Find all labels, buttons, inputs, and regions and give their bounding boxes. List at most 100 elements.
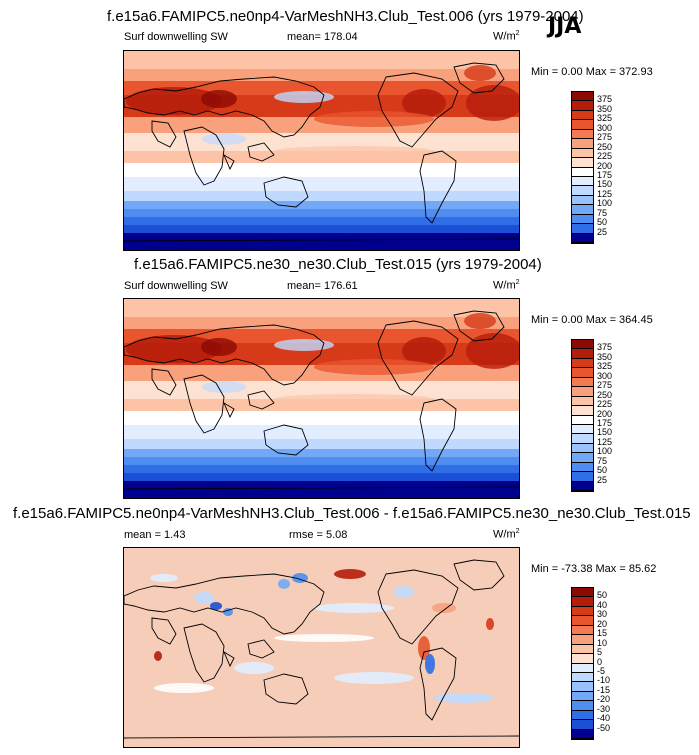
colorbar-1-tick-label: 225	[597, 151, 613, 162]
colorbar-1-tick-label: 375	[597, 94, 613, 105]
panel-3-units: W/m2	[493, 528, 520, 541]
colorbar-1-swatch	[572, 205, 593, 215]
panel-1-minmax: Min = 0.00 Max = 372.93	[531, 66, 653, 78]
colorbar-1-swatch	[572, 120, 593, 130]
colorbar-3-tick-label: 10	[597, 637, 608, 648]
colorbar-3-tick-label: 40	[597, 599, 608, 610]
colorbar-3-swatch	[572, 672, 593, 683]
panel-2-map-svg	[124, 299, 519, 498]
colorbar-2-tick-label: 75	[597, 455, 608, 466]
colorbar-3-swatch	[572, 663, 593, 673]
panel-1-units: W/m2	[493, 30, 520, 43]
colorbar-2-tick-label: 100	[597, 446, 613, 457]
colorbar-1-swatch	[572, 186, 593, 196]
colorbar-3-swatch	[572, 729, 593, 739]
colorbar-3-tick-label: -10	[597, 675, 611, 686]
panel-2-map	[123, 298, 520, 499]
colorbar-1-tick-label: 175	[597, 169, 613, 180]
colorbar-2-swatch	[572, 434, 593, 444]
panel-3-rmse: rmse = 5.08	[289, 529, 348, 541]
colorbar-1-tick-label: 275	[597, 132, 613, 143]
panel-3-title: f.e15a6.FAMIPC5.ne0np4-VarMeshNH3.Club_T…	[13, 505, 691, 522]
colorbar-2-swatch	[572, 340, 593, 350]
panel-2-units: W/m2	[493, 279, 520, 292]
colorbar-1-tick-label: 25	[597, 226, 608, 237]
panel-1-map-svg	[124, 51, 519, 250]
colorbar-2-swatch	[572, 406, 593, 416]
colorbar-3-swatch	[572, 597, 593, 607]
panel-3-colorbar	[571, 587, 594, 740]
colorbar-3-swatch	[572, 644, 593, 655]
colorbar-2-tick-label: 175	[597, 417, 613, 428]
colorbar-3-tick-label: -30	[597, 703, 611, 714]
colorbar-2-swatch	[572, 424, 593, 435]
colorbar-3-swatch	[572, 654, 593, 664]
colorbar-1-tick-label: 150	[597, 179, 613, 190]
colorbar-3-swatch	[572, 616, 593, 626]
colorbar-1-swatch	[572, 110, 593, 121]
panel-3-minmax: Min = -73.38 Max = 85.62	[531, 563, 657, 575]
colorbar-1-swatch	[572, 148, 593, 159]
colorbar-2-swatch	[572, 481, 593, 491]
colorbar-1-swatch	[572, 214, 593, 225]
colorbar-3-swatch	[572, 720, 593, 730]
colorbar-2-tick-label: 50	[597, 465, 608, 476]
colorbar-3-tick-label: 20	[597, 618, 608, 629]
panel-2-variable-label: Surf downwelling SW	[124, 280, 228, 292]
season-label: JJA	[548, 14, 582, 39]
colorbar-3-tick-label: 50	[597, 590, 608, 601]
colorbar-2-swatch	[572, 358, 593, 369]
colorbar-3-swatch	[572, 606, 593, 617]
colorbar-3-tick-label: 15	[597, 628, 608, 639]
colorbar-1-swatch	[572, 176, 593, 187]
panel-3-mean: mean = 1.43	[124, 529, 186, 541]
panel-1-map	[123, 50, 520, 251]
colorbar-3-swatch	[572, 625, 593, 636]
colorbar-1-swatch	[572, 167, 593, 177]
colorbar-2-swatch	[572, 387, 593, 397]
colorbar-2-swatch	[572, 443, 593, 454]
colorbar-3-swatch	[572, 682, 593, 692]
colorbar-2-swatch	[572, 396, 593, 407]
panel-2-title: f.e15a6.FAMIPC5.ne30_ne30.Club_Test.015 …	[134, 256, 542, 273]
colorbar-3-tick-label: 5	[597, 647, 603, 658]
colorbar-2-tick-label: 275	[597, 380, 613, 391]
colorbar-2-tick-label: 350	[597, 351, 613, 362]
colorbar-2-swatch	[572, 462, 593, 473]
colorbar-2-tick-label: 25	[597, 474, 608, 485]
colorbar-2-tick-label: 200	[597, 408, 613, 419]
panel-2-colorbar	[571, 339, 594, 492]
colorbar-3-tick-label: 0	[597, 656, 603, 667]
colorbar-1-swatch	[572, 224, 593, 234]
colorbar-2-tick-label: 325	[597, 361, 613, 372]
colorbar-3-tick-label: -40	[597, 713, 611, 724]
colorbar-3-swatch	[572, 710, 593, 721]
colorbar-1-tick-label: 125	[597, 188, 613, 199]
colorbar-2-tick-label: 375	[597, 342, 613, 353]
colorbar-1-swatch	[572, 101, 593, 111]
colorbar-1-swatch	[572, 92, 593, 102]
colorbar-3-swatch	[572, 691, 593, 702]
colorbar-3-swatch	[572, 588, 593, 598]
colorbar-2-swatch	[572, 472, 593, 482]
colorbar-1-tick-label: 200	[597, 160, 613, 171]
colorbar-2-swatch	[572, 377, 593, 388]
colorbar-1-tick-label: 100	[597, 198, 613, 209]
colorbar-1-tick-label: 325	[597, 113, 613, 124]
colorbar-1-swatch	[572, 195, 593, 206]
colorbar-3-swatch	[572, 635, 593, 645]
panel-2-mean: mean= 176.61	[287, 280, 358, 292]
colorbar-1-tick-label: 300	[597, 122, 613, 133]
colorbar-1-tick-label: 50	[597, 217, 608, 228]
colorbar-2-tick-label: 300	[597, 370, 613, 381]
colorbar-1-swatch	[572, 158, 593, 168]
panel-3-map	[123, 547, 520, 748]
colorbar-2-tick-label: 125	[597, 436, 613, 447]
colorbar-3-tick-label: 30	[597, 609, 608, 620]
panel-1-colorbar	[571, 91, 594, 244]
colorbar-1-swatch	[572, 233, 593, 243]
panel-1-title: f.e15a6.FAMIPC5.ne0np4-VarMeshNH3.Club_T…	[107, 8, 584, 25]
colorbar-2-tick-label: 250	[597, 389, 613, 400]
colorbar-1-tick-label: 350	[597, 103, 613, 114]
colorbar-2-swatch	[572, 453, 593, 463]
